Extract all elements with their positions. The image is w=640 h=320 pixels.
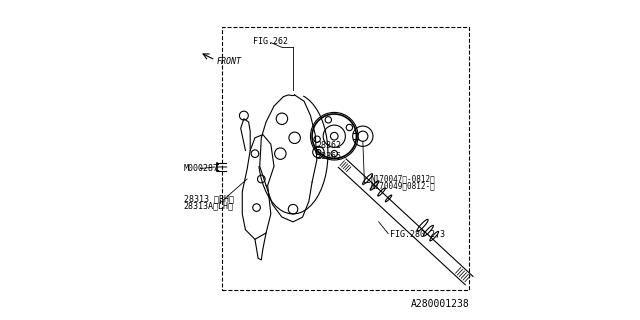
Text: N170047「-0812」: N170047「-0812」 [371,174,435,184]
Text: A280001238: A280001238 [410,299,469,309]
Text: FIG.262: FIG.262 [253,36,289,45]
Text: 28362: 28362 [317,141,342,150]
Text: FRONT: FRONT [217,57,242,66]
Text: N170049「0812-」: N170049「0812-」 [371,181,435,190]
Bar [221,27,469,290]
Text: 28365: 28365 [317,152,342,161]
Text: FIG.280-2,3: FIG.280-2,3 [390,230,445,239]
Text: 28313 〈RH〉: 28313 〈RH〉 [184,194,234,203]
Text: M000287: M000287 [184,164,219,173]
Text: 28313A〈LH〉: 28313A〈LH〉 [184,202,234,211]
